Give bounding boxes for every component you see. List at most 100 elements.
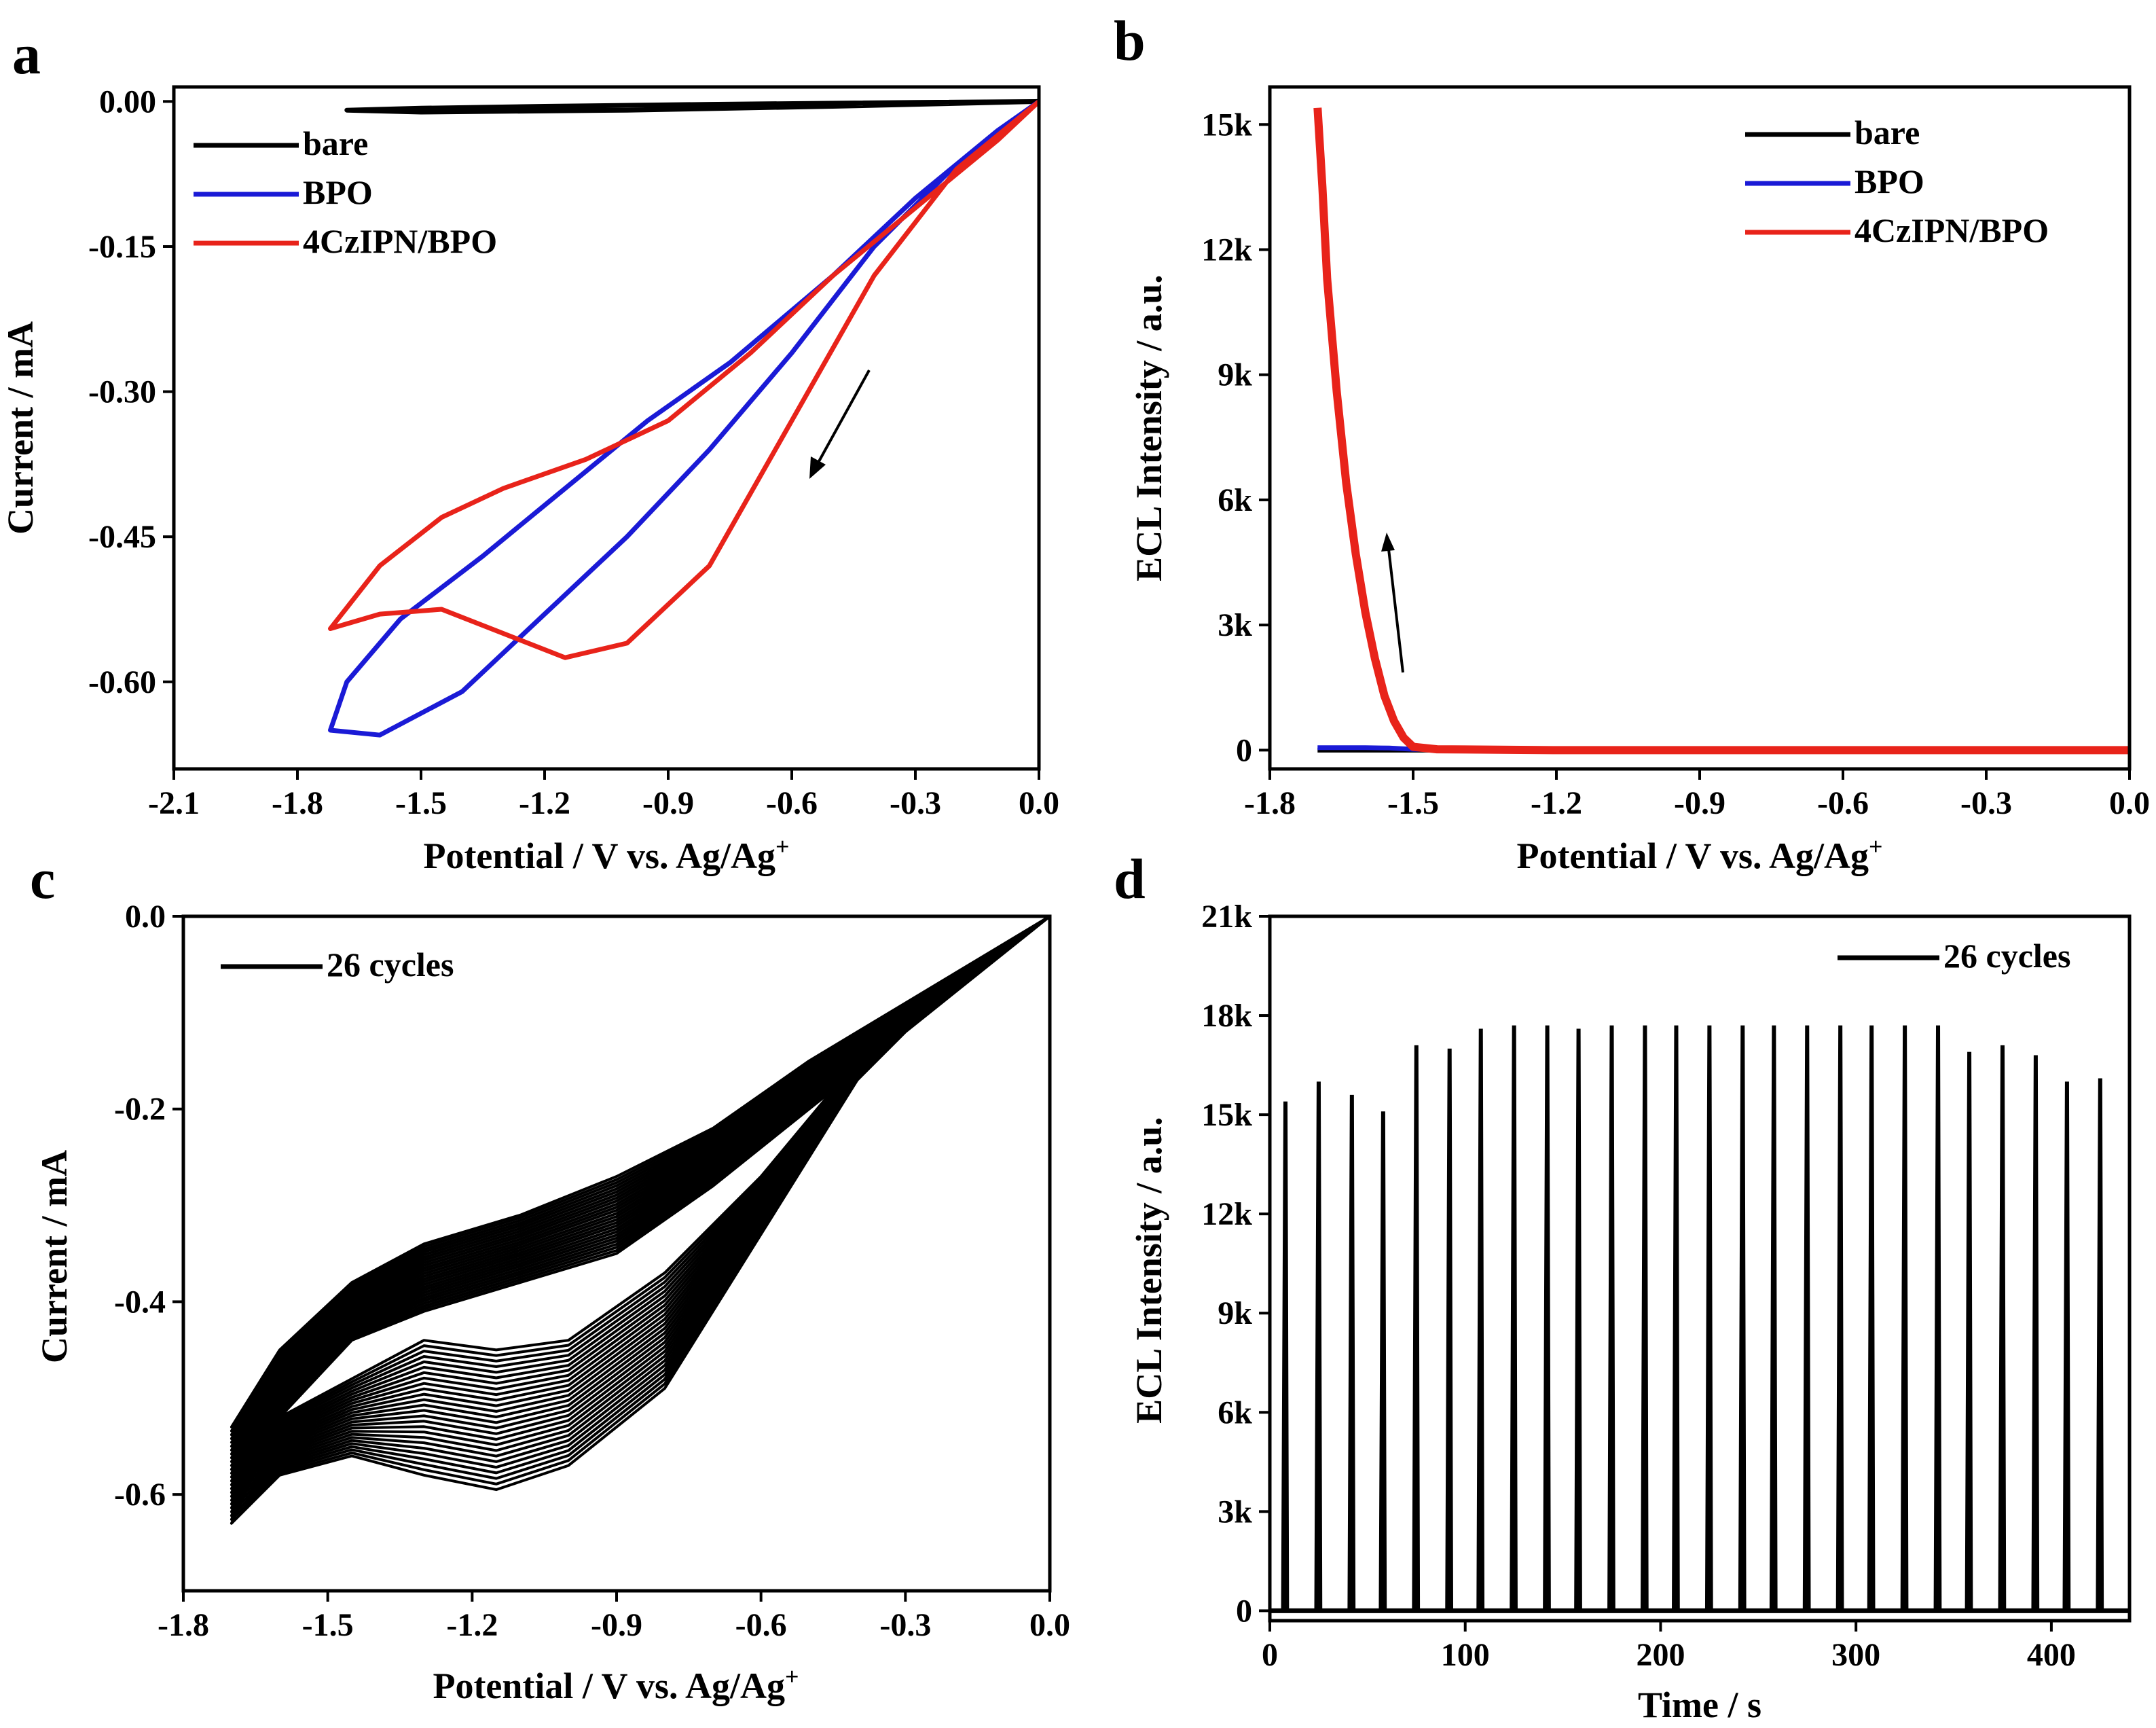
x-tick-label-b: 0.0 [2109,785,2150,821]
y-tick-label-d: 12k [1201,1196,1252,1232]
axes-c: -1.8 -1.5 -1.2 -0.9 -0.6 -0.3 0.0 0.0 -0.2 -0.4 -0… [114,899,1070,1643]
legend-b: bare BPO 4CzIPN/BPO [1745,113,2049,249]
axes-d: 0 100 200 300 400 0 3k 6k 9k 12k 15k 18k 21k [1201,899,2076,1673]
cycle-line-c-7 [230,916,1050,1498]
ecl-peak-d-18 [1867,1025,1876,1611]
y-tick-label-d: 9k [1218,1295,1252,1331]
legend-label-a-0: bare [303,124,368,162]
plot-area-c [230,916,1050,1525]
legend-d: 26 cycles [1838,937,2070,975]
y-tick-label-c: -0.2 [114,1092,166,1128]
ecl-peak-d-4 [1412,1045,1421,1611]
cycle-line-c-6 [230,916,1050,1502]
y-axis-title-b: ECL Intensity / a.u. [1129,274,1169,581]
legend-c: 26 cycles [221,946,454,984]
legend-label-a-1: BPO [303,173,373,211]
cycle-line-c-17 [230,916,1050,1460]
x-tick-label-d: 100 [1441,1637,1490,1673]
plot-area-d [1270,1025,2130,1613]
x-tick-label-d: 300 [1831,1637,1880,1673]
series-line-a-2 [328,98,1039,660]
cycle-line-c-1 [230,916,1050,1521]
ecl-peak-d-6 [1476,1028,1485,1611]
plot-frame-c [181,914,1052,1593]
panel-label-c: c [30,848,55,911]
x-tick-label-c: -0.3 [879,1607,931,1643]
x-tick-label-a: -1.8 [272,785,323,821]
y-tick-label-d: 15k [1201,1097,1252,1133]
panel-label-d: d [1114,848,1146,911]
ecl-peak-d-2 [1347,1094,1356,1611]
cycle-line-c-24 [230,916,1050,1433]
plot-frame-a [172,85,1041,771]
ecl-peak-d-24 [2062,1081,2071,1611]
panel-c: c -1.8 -1.5 -1.2 -0.9 -0.6 -0.3 0.0 0.0 -0.2 -0.4… [30,848,1070,1706]
x-tick-label-c: -1.2 [446,1607,498,1643]
cycle-line-c-5 [230,916,1050,1506]
y-tick-label-b: 15k [1201,107,1252,143]
cycle-line-c-14 [230,916,1050,1471]
x-tick-label-a: -1.2 [519,785,570,821]
x-tick-label-c: -0.9 [591,1607,642,1643]
y-tick-label-b: 3k [1218,607,1252,643]
cycle-line-c-10 [230,916,1050,1486]
plot-frame-d [1268,914,2132,1623]
y-axis-title-d: ECL Intensity / a.u. [1129,1117,1169,1424]
scan-direction-arrow-b [1381,533,1404,673]
y-tick-label-a: -0.15 [88,229,156,265]
x-tick-label-d: 0 [1262,1637,1278,1673]
y-tick-label-b: 9k [1218,357,1252,393]
legend-label-b-1: BPO [1854,162,1924,200]
cycle-line-c-13 [230,916,1050,1475]
cycle-line-c-16 [230,916,1050,1463]
legend-label-d-0: 26 cycles [1943,937,2070,975]
x-axis-title-b: Potential / V vs. Ag/Ag+ [1516,833,1882,876]
cycle-line-c-21 [230,916,1050,1444]
x-tick-label-a: -0.9 [642,785,694,821]
y-tick-label-a: -0.30 [88,374,156,410]
y-tick-label-a: -0.45 [88,519,156,555]
panel-b: b -1.8 -1.5 -1.2 -0.9 -0.6 -0.3 0.0 0 3k 6k 9k 12k 1… [1114,10,2150,876]
x-tick-label-b: -1.5 [1387,785,1439,821]
cycle-line-c-4 [230,916,1050,1509]
y-tick-label-c: -0.6 [114,1477,166,1513]
y-axis-title-c: Current / mA [34,1150,75,1363]
ecl-peak-d-20 [1933,1025,1942,1611]
cycle-line-c-9 [230,916,1050,1490]
legend-label-c-0: 26 cycles [327,946,454,984]
x-tick-label-c: -1.8 [158,1607,209,1643]
series-line-b-2 [1313,107,2130,755]
legend-label-b-0: bare [1854,113,1920,151]
y-axis-title-a: Current / mA [0,321,41,535]
ecl-peak-d-13 [1704,1025,1713,1611]
cycle-line-c-25 [230,916,1050,1428]
ecl-peak-d-5 [1445,1048,1454,1611]
ecl-peak-d-8 [1543,1025,1551,1611]
ecl-peak-d-1 [1314,1081,1323,1611]
x-axis-title-a: Potential / V vs. Ag/Ag+ [423,833,789,876]
x-tick-label-b: -1.8 [1244,785,1296,821]
cycle-line-c-22 [230,916,1050,1440]
panel-label-a: a [12,23,41,86]
x-tick-label-b: -0.9 [1674,785,1725,821]
ecl-peak-d-23 [2031,1055,2040,1611]
axes-a: -2.1 -1.8 -1.5 -1.2 -0.9 -0.6 -0.3 0.0 0.00 -0.15… [88,84,1059,821]
x-tick-label-d: 200 [1636,1637,1685,1673]
panel-d: d 0 100 200 300 400 0 3k 6k 9k 12k 15k 18k 21k Time … [1114,848,2132,1725]
x-axis-title-c: Potential / V vs. Ag/Ag+ [433,1663,799,1706]
x-tick-label-a: -0.3 [890,785,941,821]
y-tick-label-b: 6k [1218,482,1252,518]
x-tick-label-b: -0.6 [1817,785,1869,821]
cycle-line-c-2 [230,916,1050,1517]
cycle-line-c-0 [230,916,1050,1525]
y-tick-label-d: 18k [1201,998,1252,1034]
y-tick-label-a: 0.00 [99,84,156,120]
y-tick-label-b: 0 [1236,732,1252,768]
x-tick-label-c: 0.0 [1029,1607,1070,1643]
x-tick-label-c: -0.6 [735,1607,787,1643]
ecl-peak-d-16 [1802,1025,1811,1611]
ecl-peak-d-25 [2096,1078,2104,1611]
x-tick-label-b: -0.3 [1960,785,2012,821]
ecl-peak-d-14 [1738,1025,1747,1611]
